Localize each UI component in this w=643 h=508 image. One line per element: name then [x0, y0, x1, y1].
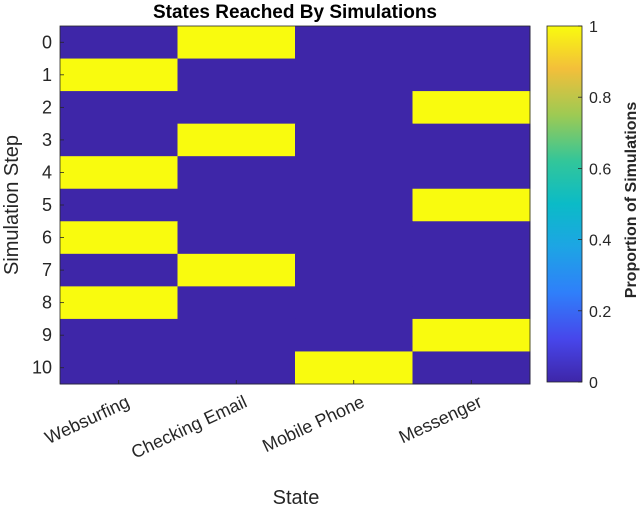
heatmap-cell — [295, 26, 413, 60]
y-axis: 0 1 2 3 4 5 6 7 8 9 10 — [32, 32, 64, 378]
x-tick-label: Messenger — [396, 391, 485, 447]
x-tick-label: Websurfing — [42, 391, 133, 447]
y-tick-label: 0 — [42, 32, 52, 52]
colorbar-tick-label: 0.8 — [589, 90, 611, 107]
heatmap-cell — [60, 26, 178, 60]
heatmap-cell — [295, 286, 413, 320]
heatmap-cell — [177, 253, 296, 287]
heatmap-cell — [412, 221, 531, 255]
colorbar-tick-label: 0.2 — [589, 304, 611, 321]
colorbar-tick-label: 0.4 — [589, 233, 611, 250]
heatmap-cell — [295, 253, 413, 287]
x-tick-label: Checking Email — [128, 391, 250, 462]
y-tick-label: 8 — [42, 293, 52, 313]
colorbar-tick-label: 1 — [589, 19, 598, 36]
heatmap-cell — [177, 188, 296, 222]
heatmap-cell — [412, 286, 531, 320]
heatmap-cell — [60, 351, 178, 385]
heatmap-cell — [177, 318, 296, 352]
heatmap-cell — [295, 91, 413, 125]
heatmap-cell — [60, 91, 178, 125]
chart-title: States Reached By Simulations — [153, 2, 437, 23]
x-axis-label: State — [273, 487, 320, 508]
heatmap-cell — [295, 123, 413, 157]
y-tick-label: 3 — [42, 130, 52, 150]
heatmap-cell — [177, 58, 296, 92]
heatmap-cell — [177, 123, 296, 157]
heatmap-cell — [412, 351, 531, 385]
heatmap-cell — [60, 318, 178, 352]
heatmap-cell — [60, 286, 178, 320]
colorbar-tick-label: 0.6 — [589, 161, 611, 178]
heatmap-cell — [412, 318, 531, 352]
heatmap-cell — [177, 221, 296, 255]
heatmap-cell — [295, 58, 413, 92]
heatmap-cell — [177, 26, 296, 60]
heatmap-cell — [295, 318, 413, 352]
heatmap-cells — [60, 26, 531, 385]
heatmap-cell — [177, 286, 296, 320]
heatmap-cell — [60, 156, 178, 190]
heatmap-cell — [412, 253, 531, 287]
heatmap-cell — [177, 351, 296, 385]
y-tick-label: 4 — [42, 162, 52, 182]
y-tick-label: 7 — [42, 260, 52, 280]
heatmap-cell — [412, 123, 531, 157]
colorbar-tick-label: 0 — [589, 375, 598, 392]
heatmap-cell — [412, 26, 531, 60]
colorbar — [546, 25, 583, 383]
heatmap-cell — [295, 188, 413, 222]
x-tick-label: Mobile Phone — [259, 391, 367, 456]
y-axis-label: Simulation Step — [1, 135, 23, 275]
heatmap-cell — [60, 221, 178, 255]
heatmap-cell — [295, 156, 413, 190]
heatmap-cell — [295, 351, 413, 385]
heatmap-cell — [60, 58, 178, 92]
y-tick-label: 9 — [42, 325, 52, 345]
heatmap-cell — [412, 58, 531, 92]
y-tick-label: 6 — [42, 228, 52, 248]
colorbar-label: Proportion of Simulations — [623, 102, 640, 299]
heatmap-cell — [177, 91, 296, 125]
heatmap-cell — [412, 156, 531, 190]
colorbar-ticks: 0 0.2 0.4 0.6 0.8 1 — [578, 19, 611, 392]
heatmap-cell — [60, 188, 178, 222]
y-tick-label: 5 — [42, 195, 52, 215]
y-tick-label: 1 — [42, 65, 52, 85]
heatmap-cell — [412, 91, 531, 125]
heatmap-cell — [412, 188, 531, 222]
heatmap-cell — [60, 123, 178, 157]
heatmap-cell — [60, 253, 178, 287]
y-tick-label: 2 — [42, 97, 52, 117]
heatmap-cell — [295, 221, 413, 255]
heatmap-cell — [177, 156, 296, 190]
y-tick-label: 10 — [32, 358, 52, 378]
